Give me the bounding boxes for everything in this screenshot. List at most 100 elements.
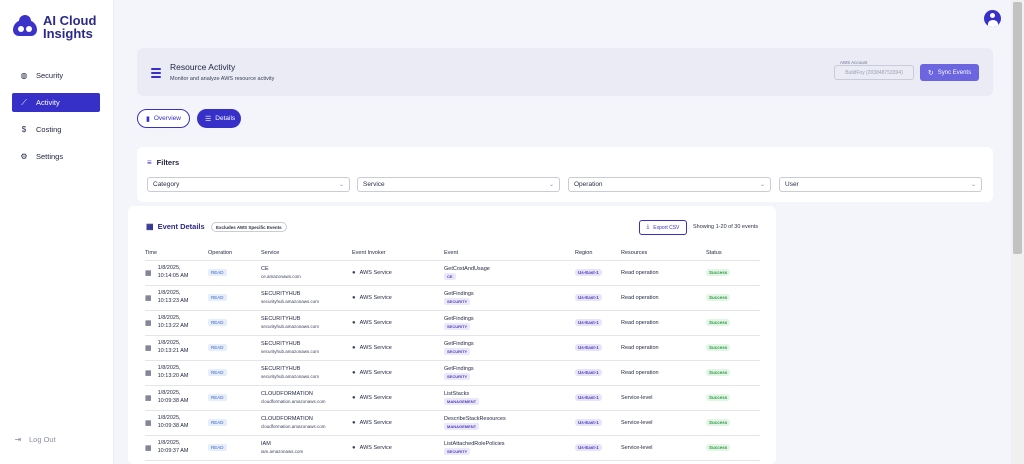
tab-overview[interactable]: ▮ Overview <box>137 109 190 128</box>
event-date: 1/8/2025, <box>157 365 181 371</box>
status-badge: Success <box>706 444 731 451</box>
table-row[interactable]: ▦ 1/8/2025, 10:14:05 AM READ CE ce.amazonaws.… <box>145 260 760 286</box>
chevron-down-icon: ⌄ <box>759 182 765 188</box>
event-cell: GetFindings SECURITY <box>444 285 575 311</box>
column-header[interactable]: Operation <box>208 246 261 261</box>
table-row[interactable]: ▦ 1/8/2025, 10:09:38 AM READ CLOUDFORMATION c… <box>145 410 760 436</box>
event-name: GetCostAndUsage <box>444 266 490 272</box>
operation-cell: READ <box>208 285 261 311</box>
event-date: 1/8/2025, <box>157 315 181 321</box>
operation-cell: READ <box>208 260 261 286</box>
operation-badge: READ <box>208 319 227 326</box>
column-header[interactable]: Event <box>444 246 575 261</box>
time-cell: ▦ 1/8/2025, 10:09:38 AM <box>145 410 208 436</box>
tab-details[interactable]: ☰ Details <box>197 109 241 128</box>
event-time: 10:13:22 AM <box>157 322 189 329</box>
user-icon: ● <box>352 444 356 451</box>
sidebar-nav: ◍ Security ⟋ Activity $ Costing ⚙ Settin… <box>12 66 100 174</box>
invoker-name: AWS Service <box>359 269 392 276</box>
operation-cell: READ <box>208 335 261 361</box>
sidebar: AI Cloud Insights ◍ Security ⟋ Activity … <box>0 0 114 464</box>
column-header[interactable]: Region <box>575 246 621 261</box>
user-icon: ● <box>352 369 356 376</box>
page-title: Resource Activity <box>170 62 236 72</box>
service-host: securityhub.amazonaws.com <box>261 323 320 329</box>
invoker-name: AWS Service <box>359 294 392 301</box>
pagination-summary: Showing 1-20 of 30 events <box>693 224 759 230</box>
service-cell: CE ce.amazonaws.com <box>261 260 352 286</box>
region-badge: Us-East-1 <box>575 344 602 351</box>
column-header[interactable]: Time <box>145 246 208 261</box>
user-avatar-icon[interactable] <box>984 10 1001 27</box>
invoker-name: AWS Service <box>359 344 392 351</box>
page-header: Resource Activity Monitor and analyze AW… <box>137 48 993 96</box>
export-csv-button[interactable]: ⤓ Export CSV <box>639 220 687 235</box>
time-cell: ▦ 1/8/2025, 10:13:20 AM <box>145 360 208 386</box>
time-cell: ▦ 1/8/2025, 10:09:37 AM <box>145 435 208 461</box>
user-icon: ● <box>352 344 356 351</box>
event-cell: ListAttachedRolePolicies SECURITY <box>444 435 575 461</box>
user-icon: ● <box>352 319 356 326</box>
service-cell: IAM iam.amazonaws.com <box>261 435 352 461</box>
region-badge: Us-East-1 <box>575 394 602 401</box>
service-name: SECURITYHUB <box>261 315 301 322</box>
service-name: CE <box>261 265 269 272</box>
sidebar-item-security[interactable]: ◍ Security <box>12 66 100 85</box>
event-time: 10:09:38 AM <box>157 422 189 429</box>
event-name: ListStacks <box>444 391 470 397</box>
status-cell: Success <box>706 435 760 461</box>
resources-cell: Service-level <box>621 410 706 436</box>
event-cell: ListStacks MANAGEMENT <box>444 385 575 411</box>
event-date: 1/8/2025, <box>157 390 181 396</box>
table-header-row: Time Operation Service Event Invoker Eve… <box>145 246 760 261</box>
page-scrollbar[interactable] <box>1011 0 1024 464</box>
logout-button[interactable]: ⇥ Log Out <box>12 435 56 444</box>
event-cell: DescribeStackResources MANAGEMENT <box>444 410 575 436</box>
table-row[interactable]: ▦ 1/8/2025, 10:13:22 AM READ SECURITYHUB secu… <box>145 310 760 336</box>
status-cell: Success <box>706 360 760 386</box>
service-host: securityhub.amazonaws.com <box>261 348 320 354</box>
table-row[interactable]: ▦ 1/8/2025, 10:09:38 AM READ CLOUDFORMATION c… <box>145 385 760 411</box>
operation-badge: READ <box>208 419 227 426</box>
user-select[interactable]: User ⌄ <box>779 177 982 192</box>
service-select[interactable]: Service ⌄ <box>357 177 560 192</box>
invoker-cell: ● AWS Service <box>352 410 444 436</box>
status-cell: Success <box>706 385 760 411</box>
category-select[interactable]: Category ⌄ <box>147 177 350 192</box>
operation-cell: READ <box>208 385 261 411</box>
scrollbar-thumb[interactable] <box>1013 2 1022 254</box>
column-header[interactable]: Resources <box>621 246 706 261</box>
sidebar-item-settings[interactable]: ⚙ Settings <box>12 147 100 166</box>
column-header[interactable]: Status <box>706 246 760 261</box>
resources-cell: Read operation <box>621 260 706 286</box>
column-header[interactable]: Service <box>261 246 352 261</box>
event-cell: GetCostAndUsage CE <box>444 260 575 286</box>
download-icon: ⤓ <box>646 224 650 230</box>
table-row[interactable]: ▦ 1/8/2025, 10:09:37 AM READ IAM iam.amazonaw… <box>145 435 760 461</box>
invoker-cell: ● AWS Service <box>352 285 444 311</box>
sidebar-item-costing[interactable]: $ Costing <box>12 120 100 139</box>
table-row[interactable]: ▦ 1/8/2025, 10:13:20 AM READ SECURITYHUB secu… <box>145 360 760 386</box>
table-row[interactable]: ▦ 1/8/2025, 10:13:23 AM READ SECURITYHUB secu… <box>145 285 760 311</box>
user-icon: ● <box>352 294 356 301</box>
calendar-icon: ▦ <box>146 222 154 231</box>
operation-select[interactable]: Operation ⌄ <box>568 177 771 192</box>
service-name: SECURITYHUB <box>261 340 301 347</box>
sync-events-button[interactable]: ↻ Sync Events <box>920 64 979 81</box>
table-row[interactable]: ▦ 1/8/2025, 10:13:21 AM READ SECURITYHUB secu… <box>145 335 760 361</box>
event-date: 1/8/2025, <box>157 290 181 296</box>
brand-logo[interactable]: AI Cloud Insights <box>13 14 96 40</box>
sidebar-item-activity[interactable]: ⟋ Activity <box>12 93 100 112</box>
event-details-panel: ▦ Event Details Excludes AWS Specific Ev… <box>128 206 776 464</box>
status-badge: Success <box>706 294 731 301</box>
event-date: 1/8/2025, <box>157 340 181 346</box>
aws-account-select[interactable]: BuildFoy (203848753394) <box>834 65 914 80</box>
column-header[interactable]: Event Invoker <box>352 246 444 261</box>
brand-line-2: Insights <box>43 26 93 41</box>
select-value: Category <box>153 181 180 188</box>
service-host: securityhub.amazonaws.com <box>261 373 320 379</box>
filter-icon: ≡ <box>147 158 152 167</box>
select-value: Service <box>363 181 385 188</box>
calendar-icon: ▦ <box>145 319 152 327</box>
event-time: 10:09:37 AM <box>157 447 189 454</box>
